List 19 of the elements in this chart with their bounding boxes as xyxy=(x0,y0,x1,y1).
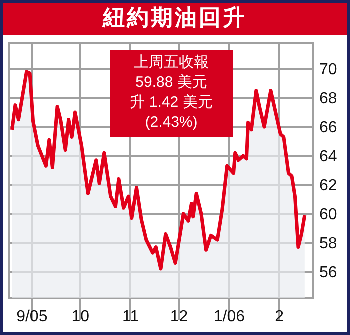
y-tick-label: 68 xyxy=(320,90,338,108)
annotation: 59.88 美元 xyxy=(134,73,208,93)
y-tick-label: 60 xyxy=(320,206,338,224)
chart-title: 紐約期油回升 xyxy=(3,3,347,35)
x-tick-label: 10 xyxy=(72,308,90,326)
x-tick-label: 1/06 xyxy=(214,308,246,326)
y-tick-label: 70 xyxy=(320,62,338,79)
y-tick-label: 58 xyxy=(320,235,338,252)
y-tick-label: 64 xyxy=(320,148,338,166)
x-tick-label: 11 xyxy=(122,308,140,326)
x-tick-label: 2 xyxy=(275,308,284,326)
y-tick-label: 56 xyxy=(320,264,338,282)
x-tick-label: 12 xyxy=(170,308,188,326)
x-tick-label: 9/05 xyxy=(16,308,48,326)
y-tick-label: 62 xyxy=(320,177,338,194)
annotation: (2.43%) xyxy=(144,113,199,133)
y-tick-label: 66 xyxy=(320,120,338,137)
annotation: 升 1.42 美元 xyxy=(129,93,214,113)
annotation: 上周五收報 xyxy=(133,53,210,73)
